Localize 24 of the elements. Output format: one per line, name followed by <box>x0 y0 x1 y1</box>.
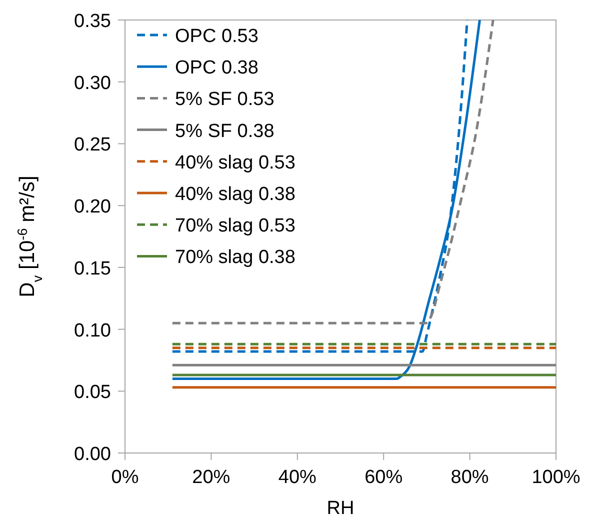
y-tick-label: 0.20 <box>74 196 111 218</box>
legend-label: 5% SF 0.38 <box>175 120 274 142</box>
y-tick-label: 0.00 <box>74 444 111 465</box>
legend-label: 70% slag 0.38 <box>175 247 296 268</box>
y-tick-label: 0.15 <box>74 258 111 280</box>
legend-label: 5% SF 0.53 <box>175 89 274 110</box>
x-tick-label: 80% <box>450 467 489 488</box>
x-tick-label: 40% <box>278 467 317 488</box>
legend-label: OPC 0.38 <box>175 58 258 79</box>
x-tick-label: 0% <box>111 467 139 488</box>
legend-label: 40% slag 0.53 <box>175 152 296 174</box>
y-tick-label: 0.35 <box>74 11 111 32</box>
x-axis-title: RH <box>326 498 354 519</box>
legend-label: 70% slag 0.53 <box>175 216 296 237</box>
y-tick-label: 0.10 <box>74 320 111 342</box>
x-tick-label: 100% <box>532 467 580 488</box>
line-series <box>171 18 494 324</box>
y-tick-label: 0.30 <box>74 72 111 94</box>
y-tick-label: 0.05 <box>74 382 111 404</box>
legend-label: OPC 0.53 <box>175 26 258 47</box>
legend-label: 40% slag 0.38 <box>175 184 296 205</box>
x-tick-label: 20% <box>192 467 230 488</box>
y-tick-label: 0.25 <box>74 134 111 156</box>
x-tick-label: 60% <box>364 467 403 488</box>
